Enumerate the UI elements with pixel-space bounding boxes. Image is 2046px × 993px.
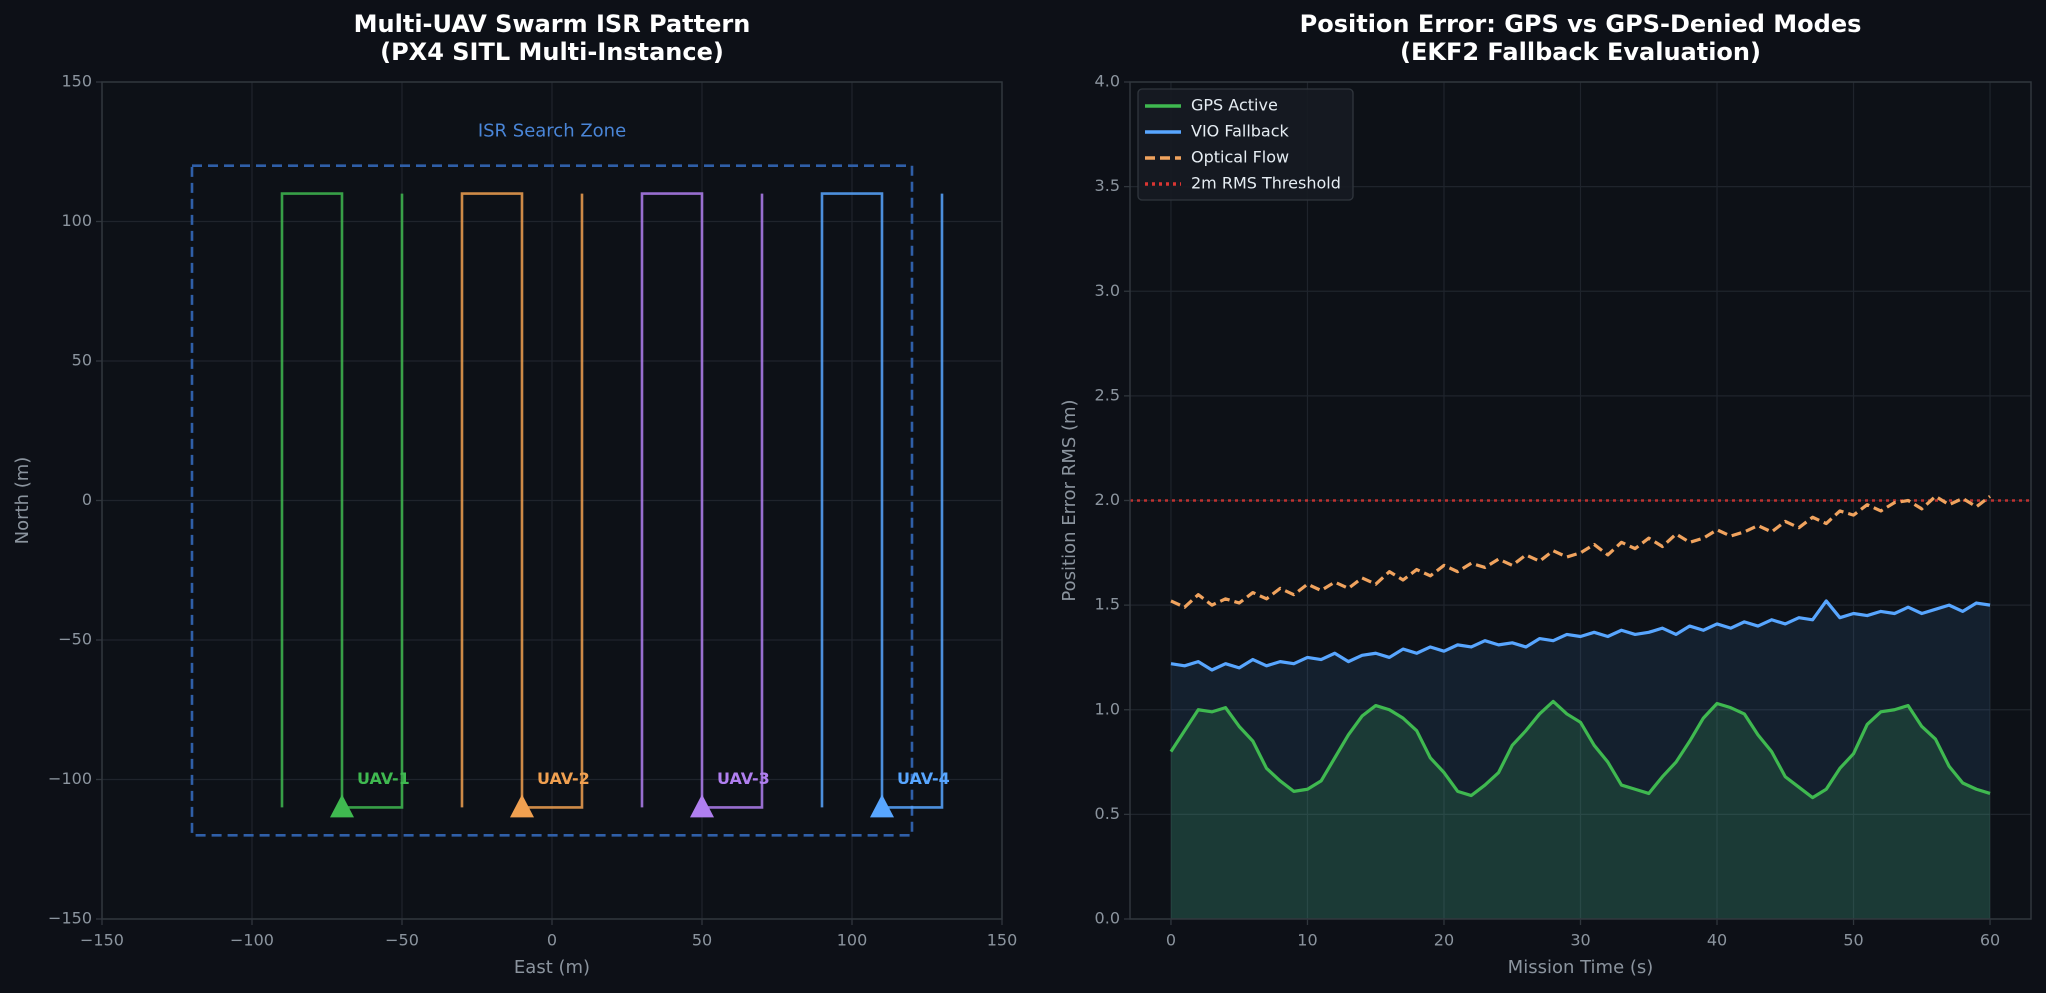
y-tick-label: 0.0: [1095, 909, 1120, 928]
y-tick-label: 0.5: [1095, 804, 1120, 823]
legend-label: Optical Flow: [1191, 148, 1289, 167]
series-line: [1169, 699, 1991, 800]
chart-subtitle: (EKF2 Fallback Evaluation): [1400, 38, 1761, 66]
y-tick-label: −150: [48, 909, 92, 928]
legend-label: VIO Fallback: [1191, 122, 1290, 141]
x-tick-label: 100: [837, 931, 868, 950]
flight-path: [640, 192, 764, 809]
uav-label: UAV-3: [717, 769, 770, 788]
chart-title: Multi-UAV Swarm ISR Pattern: [354, 10, 751, 38]
uav-label: UAV-2: [537, 769, 590, 788]
y-tick-label: 100: [61, 211, 92, 230]
x-tick-label: −50: [385, 931, 419, 950]
x-tick-label: 10: [1297, 931, 1317, 950]
x-tick-label: 60: [1980, 931, 2000, 950]
y-tick-label: 4.0: [1095, 72, 1120, 91]
x-tick-label: 30: [1570, 931, 1590, 950]
axes-frame: [1129, 81, 2032, 920]
axes-frame: [101, 81, 1003, 920]
flight-path: [280, 192, 404, 809]
zone-label: ISR Search Zone: [478, 121, 626, 142]
y-tick-label: 1.0: [1095, 699, 1120, 718]
x-tick-label: −150: [80, 931, 124, 950]
series-line: [1170, 494, 1992, 609]
x-tick-label: 50: [1843, 931, 1863, 950]
series-line: [1170, 599, 1991, 672]
y-tick-label: 150: [61, 72, 92, 91]
y-axis-label: North (m): [12, 457, 33, 545]
x-tick-label: −100: [230, 931, 274, 950]
x-tick-label: 20: [1434, 931, 1454, 950]
chart-subtitle: (PX4 SITL Multi-Instance): [380, 38, 724, 66]
x-tick-label: 40: [1707, 931, 1727, 950]
y-tick-label: 3.0: [1095, 281, 1120, 300]
area-fill: [1170, 701, 1991, 919]
y-tick-label: 2.0: [1095, 490, 1120, 509]
flight-path: [820, 192, 944, 809]
chart-title: Position Error: GPS vs GPS-Denied Modes: [1300, 10, 1862, 38]
start-marker: [510, 794, 534, 818]
legend-box: [1137, 88, 1354, 201]
x-axis-label: Mission Time (s): [1508, 957, 1654, 978]
search-zone: [190, 164, 914, 837]
x-tick-label: 0: [547, 931, 557, 950]
x-tick-label: 50: [692, 931, 712, 950]
y-tick-label: 1.5: [1095, 595, 1120, 614]
y-tick-label: −50: [58, 630, 92, 649]
legend-label: GPS Active: [1191, 96, 1278, 115]
y-tick-label: −100: [48, 769, 92, 788]
y-axis-label: Position Error RMS (m): [1059, 399, 1080, 601]
flight-path: [460, 192, 584, 809]
uav-label: UAV-4: [897, 769, 950, 788]
area-fill: [1170, 600, 1991, 919]
start-marker: [870, 794, 894, 818]
uav-label: UAV-1: [357, 769, 410, 788]
x-tick-label: 0: [1166, 931, 1176, 950]
x-tick-label: 150: [987, 931, 1018, 950]
start-marker: [330, 794, 354, 818]
legend-label: 2m RMS Threshold: [1191, 174, 1341, 193]
y-tick-label: 0: [82, 490, 92, 509]
y-tick-label: 50: [72, 351, 92, 370]
x-axis-label: East (m): [514, 957, 590, 978]
y-tick-label: 2.5: [1095, 385, 1120, 404]
y-tick-label: 3.5: [1095, 176, 1120, 195]
start-marker: [690, 794, 714, 818]
